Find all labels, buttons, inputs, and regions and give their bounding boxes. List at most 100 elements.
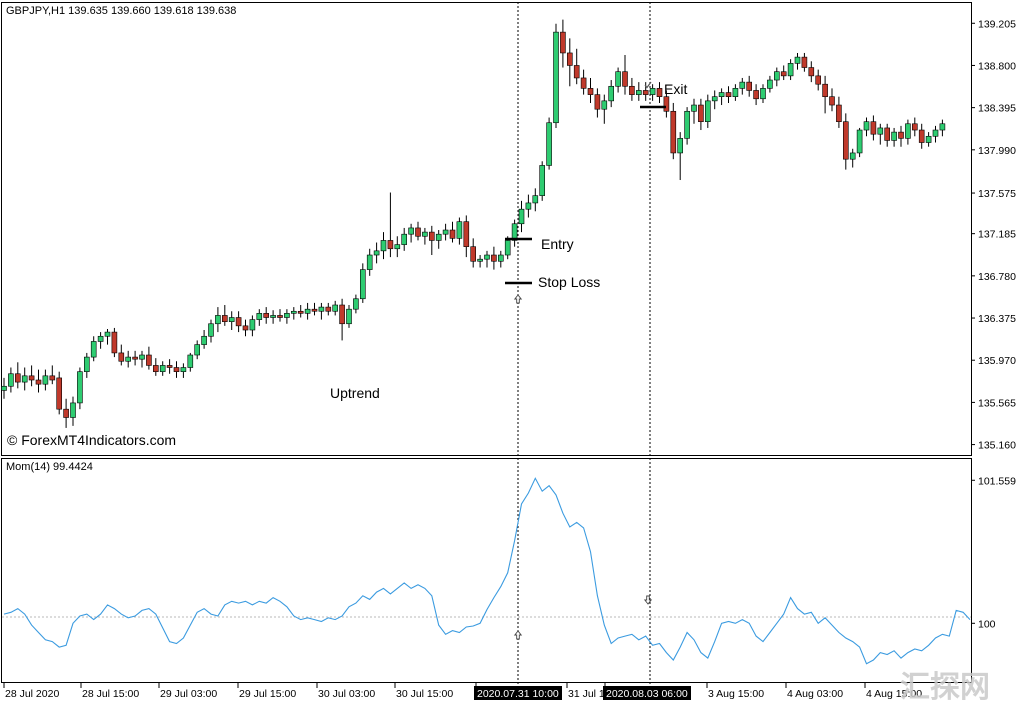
- bullish-candle: [180, 367, 187, 372]
- time-axis: 28 Jul 2020 28 Jul 15:00 29 Jul 03:00 29 Ju…: [3, 683, 922, 700]
- momentum-sell-arrow-icon: [643, 595, 653, 605]
- bearish-candle: [746, 81, 753, 91]
- bullish-candle: [504, 240, 511, 256]
- time-label: 29 Jul 03:00: [160, 688, 217, 700]
- bullish-candle: [228, 317, 235, 322]
- bullish-candle: [539, 165, 546, 196]
- time-label: 28 Jul 2020: [5, 688, 59, 700]
- price-tick-label: 138.800: [978, 60, 1016, 72]
- bullish-candle: [90, 341, 97, 358]
- bullish-candle: [525, 202, 532, 210]
- bullish-candle: [380, 240, 387, 252]
- bullish-candle: [601, 100, 608, 110]
- bearish-candle: [815, 75, 822, 85]
- price-tick-label: 137.185: [978, 229, 1016, 241]
- bullish-candle: [256, 313, 263, 320]
- bullish-candle: [77, 371, 83, 404]
- bullish-candle: [125, 356, 131, 362]
- price-tick-label: 137.575: [978, 188, 1016, 200]
- bearish-candle: [580, 77, 587, 89]
- bullish-candle: [208, 323, 214, 337]
- bullish-candle: [84, 356, 90, 372]
- bearish-candle: [884, 127, 891, 141]
- bullish-candle: [159, 365, 166, 372]
- copyright-text: © ForexMT4Indicators.com: [7, 432, 176, 448]
- price-axis: 139.205 138.800 138.395 137.990 137.575 137.1…: [971, 18, 1016, 452]
- bullish-candle: [104, 331, 111, 337]
- bearish-candle: [111, 331, 118, 354]
- bearish-candle: [594, 94, 601, 110]
- bearish-candle: [263, 313, 270, 318]
- bullish-candle: [711, 96, 718, 102]
- time-label: 3 Aug 15:00: [708, 688, 764, 700]
- bearish-candle: [173, 367, 180, 372]
- bullish-candle: [925, 135, 932, 143]
- bearish-candle: [808, 67, 815, 77]
- time-label: 28 Jul 15:00: [82, 688, 139, 700]
- time-label: 30 Jul 15:00: [396, 688, 453, 700]
- momentum-buy-arrow-icon: [513, 630, 523, 640]
- price-tick-label: 136.780: [978, 271, 1016, 283]
- bearish-candle: [870, 121, 877, 135]
- bearish-candle: [132, 356, 138, 360]
- bearish-candle: [56, 377, 63, 410]
- bearish-candle: [35, 379, 42, 385]
- bearish-candle: [311, 308, 318, 312]
- bullish-candle: [249, 319, 256, 331]
- bearish-candle: [573, 65, 580, 79]
- momentum-axis: 101.559 100: [971, 475, 1016, 630]
- bullish-candle: [70, 402, 76, 418]
- bearish-candle: [842, 121, 849, 160]
- momentum-line: [3, 477, 971, 665]
- bearish-candle: [63, 408, 69, 418]
- bullish-candle: [8, 373, 14, 387]
- bearish-candle: [153, 365, 159, 372]
- bearish-candle: [415, 227, 421, 237]
- bearish-candle: [491, 254, 497, 262]
- bullish-candle: [42, 375, 49, 385]
- bearish-candle: [822, 83, 828, 97]
- bullish-candle: [677, 138, 684, 154]
- time-label-highlight: [603, 686, 691, 700]
- bearish-candle: [629, 85, 635, 95]
- bullish-candle: [332, 304, 339, 312]
- bullish-candle: [863, 121, 870, 131]
- price-tick-label: 135.565: [978, 397, 1016, 409]
- bearish-candle: [670, 110, 677, 154]
- bearish-candle: [15, 373, 21, 383]
- bullish-candle: [484, 254, 490, 260]
- bullish-candle: [290, 310, 297, 314]
- bearish-candle: [836, 104, 842, 122]
- bearish-candle: [898, 131, 904, 139]
- price-tick-label: 135.160: [978, 440, 1016, 452]
- bullish-candle: [684, 110, 690, 139]
- bullish-candle: [760, 88, 766, 100]
- momentum-tick-label: 100: [978, 618, 996, 630]
- bearish-candle: [277, 315, 283, 318]
- bullish-candle: [139, 354, 145, 360]
- bearish-candle: [118, 352, 125, 362]
- bullish-candle: [442, 229, 449, 235]
- price-tick-label: 136.375: [978, 313, 1016, 325]
- bullish-candle: [532, 195, 539, 204]
- bearish-candle: [449, 229, 456, 239]
- price-tick-label: 138.395: [978, 103, 1016, 115]
- bearish-candle: [918, 129, 925, 143]
- bullish-candle: [318, 306, 325, 312]
- time-label-highlighted: 2020.08.03 06:00: [606, 688, 688, 700]
- price-panel-frame[interactable]: [1, 2, 972, 456]
- bearish-candle: [663, 96, 670, 112]
- momentum-title: Mom(14) 99.4424: [6, 461, 93, 473]
- bearish-candle: [235, 317, 242, 327]
- bullish-candle: [794, 56, 801, 64]
- bullish-candle: [215, 315, 221, 325]
- bullish-candle: [891, 131, 897, 141]
- momentum-panel-frame[interactable]: [1, 458, 972, 683]
- bullish-candle: [732, 88, 739, 97]
- time-label-highlighted: 2020.07.31 10:00: [477, 688, 559, 700]
- exit-check-icon: [644, 81, 652, 89]
- bullish-candle: [408, 227, 414, 235]
- bullish-candle: [546, 122, 552, 166]
- bearish-candle: [753, 90, 759, 100]
